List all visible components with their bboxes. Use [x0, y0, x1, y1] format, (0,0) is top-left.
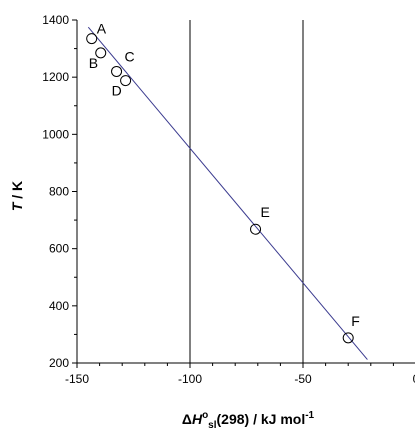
x-axis-label-sub: sl — [208, 420, 217, 430]
data-points — [86, 33, 354, 344]
y-tick-label: 600 — [49, 242, 69, 256]
y-tick-label: 400 — [49, 299, 69, 313]
fit-line — [87, 26, 368, 360]
x-tick-label: -100 — [178, 372, 202, 386]
data-point-c — [111, 65, 123, 77]
x-tick-label: -50 — [294, 372, 312, 386]
fit-line-group — [87, 26, 368, 360]
point-label-c: C — [125, 48, 135, 64]
y-tick-label: 800 — [49, 185, 69, 199]
y-axis-label-rest: / K — [9, 181, 25, 203]
x-axis-label-rest: (298) / kJ mol — [217, 411, 306, 427]
point-label-b: B — [89, 55, 98, 71]
data-point-e — [250, 223, 262, 235]
data-point-f — [342, 332, 354, 344]
point-label-d: D — [112, 83, 122, 99]
x-axis-label-h: H — [192, 411, 203, 427]
tick-labels: 200 400 600 800 1000 1200 1400 -150 -100 -50 0 — [42, 13, 415, 386]
y-tick-label: 1200 — [42, 70, 69, 84]
y-axis-label: T / K — [9, 181, 25, 211]
y-tick-label: 1000 — [42, 127, 69, 141]
point-label-a: A — [97, 21, 107, 37]
point-labels: A B C D E F — [89, 21, 360, 329]
data-point-d — [120, 75, 132, 87]
y-axis-label-t: T — [9, 201, 25, 211]
y-tick-label: 1400 — [42, 13, 69, 27]
data-point-b — [95, 47, 107, 59]
x-axis-label-sup2: -1 — [305, 410, 314, 421]
axes — [72, 19, 415, 368]
x-axis-label: ΔHosl(298) / kJ mol-1 — [182, 410, 315, 430]
x-tick-label: -150 — [65, 372, 89, 386]
point-label-f: F — [351, 313, 360, 329]
grid-lines — [189, 20, 304, 363]
y-tick-label: 200 — [49, 356, 69, 370]
x-axis-label-delta: Δ — [182, 411, 192, 427]
x-tick-label: 0 — [413, 372, 415, 386]
x-axis-label-sup: o — [202, 410, 208, 421]
data-point-a — [86, 33, 98, 45]
point-label-e: E — [261, 204, 270, 220]
